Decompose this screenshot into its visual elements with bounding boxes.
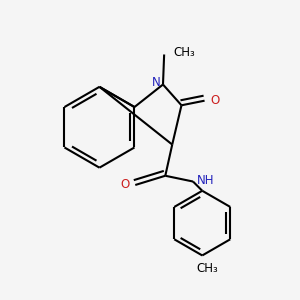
Text: O: O	[210, 94, 220, 107]
Text: CH₃: CH₃	[174, 46, 196, 59]
Text: O: O	[120, 178, 130, 191]
Text: CH₃: CH₃	[196, 262, 218, 275]
Text: N: N	[152, 76, 161, 89]
Text: NH: NH	[196, 174, 214, 187]
